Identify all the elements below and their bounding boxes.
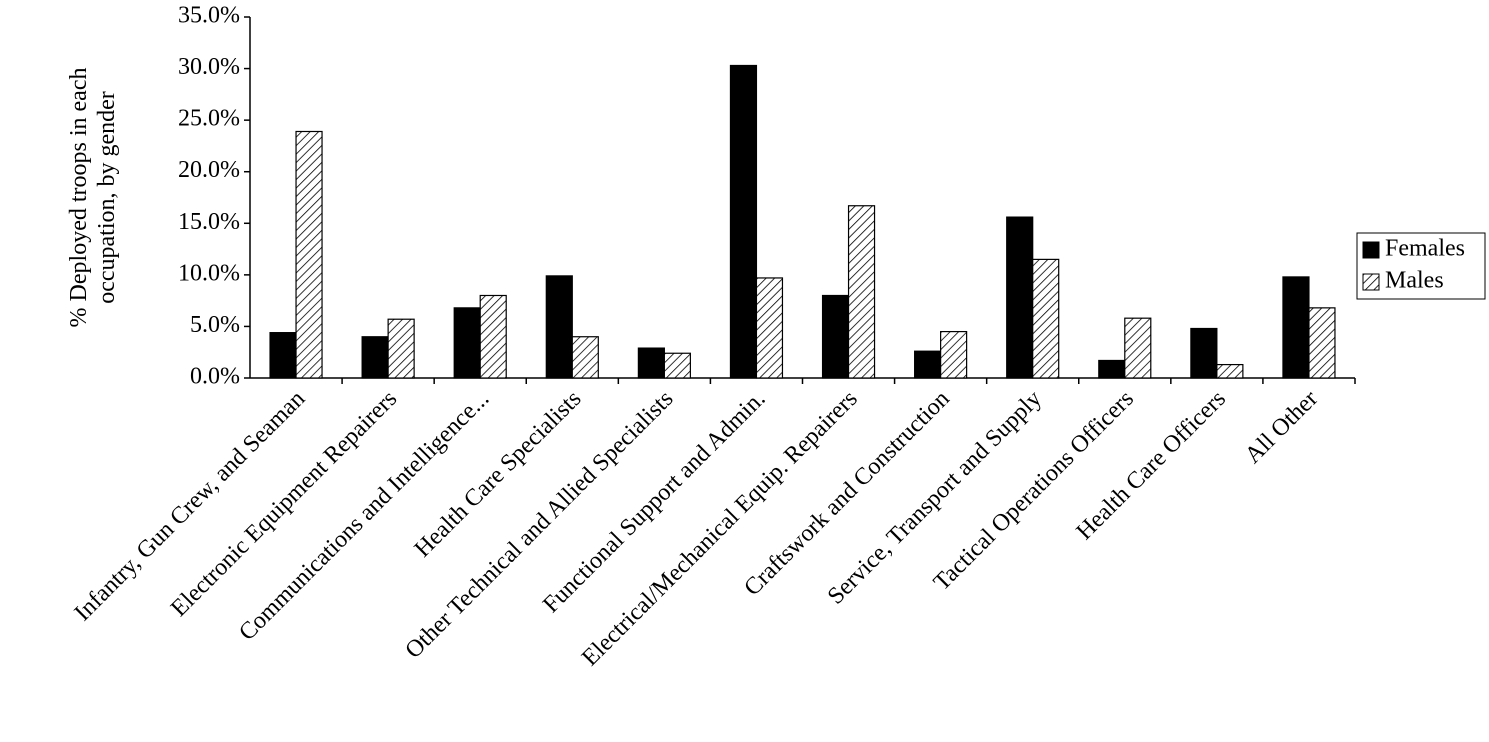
bar	[361, 336, 389, 379]
legend-swatch	[1362, 273, 1380, 291]
bar	[387, 318, 415, 379]
y-axis-title: % Deployed troops in eachoccupation, by …	[66, 68, 120, 328]
y-tick-label: 25.0%	[178, 106, 240, 132]
bar	[847, 205, 876, 379]
bar	[940, 330, 968, 379]
bar	[1308, 307, 1336, 379]
bar	[571, 336, 599, 379]
bar	[1282, 276, 1310, 379]
legend-swatch	[1362, 241, 1380, 259]
bar	[453, 307, 481, 379]
legend-label: Males	[1385, 268, 1444, 294]
legend-label: Females	[1385, 236, 1465, 262]
bar	[479, 294, 507, 379]
bar	[729, 64, 758, 379]
bar	[295, 130, 323, 379]
bar	[1190, 327, 1218, 379]
bar	[1124, 317, 1152, 379]
bar	[821, 294, 850, 379]
x-tick-label: All Other	[1240, 386, 1323, 469]
bar	[1032, 258, 1060, 379]
y-axis-title-line: occupation, by gender	[94, 91, 120, 304]
y-tick-label: 5.0%	[190, 312, 240, 338]
bar	[1098, 359, 1126, 379]
bar	[755, 277, 784, 379]
y-tick-label: 35.0%	[178, 3, 240, 29]
y-axis-title-line: % Deployed troops in each	[66, 68, 92, 328]
y-tick-label: 0.0%	[190, 364, 240, 390]
y-tick-label: 15.0%	[178, 209, 240, 235]
y-tick-label: 10.0%	[178, 260, 240, 286]
y-tick-label: 20.0%	[178, 157, 240, 183]
x-tick-label: Health Care Specialists	[410, 386, 587, 563]
bar	[914, 350, 942, 379]
bar	[1006, 216, 1034, 379]
bar	[663, 352, 691, 379]
bar	[269, 332, 297, 379]
bar	[1216, 363, 1244, 379]
bar	[637, 347, 665, 379]
bar	[545, 275, 573, 379]
y-tick-label: 30.0%	[178, 54, 240, 80]
